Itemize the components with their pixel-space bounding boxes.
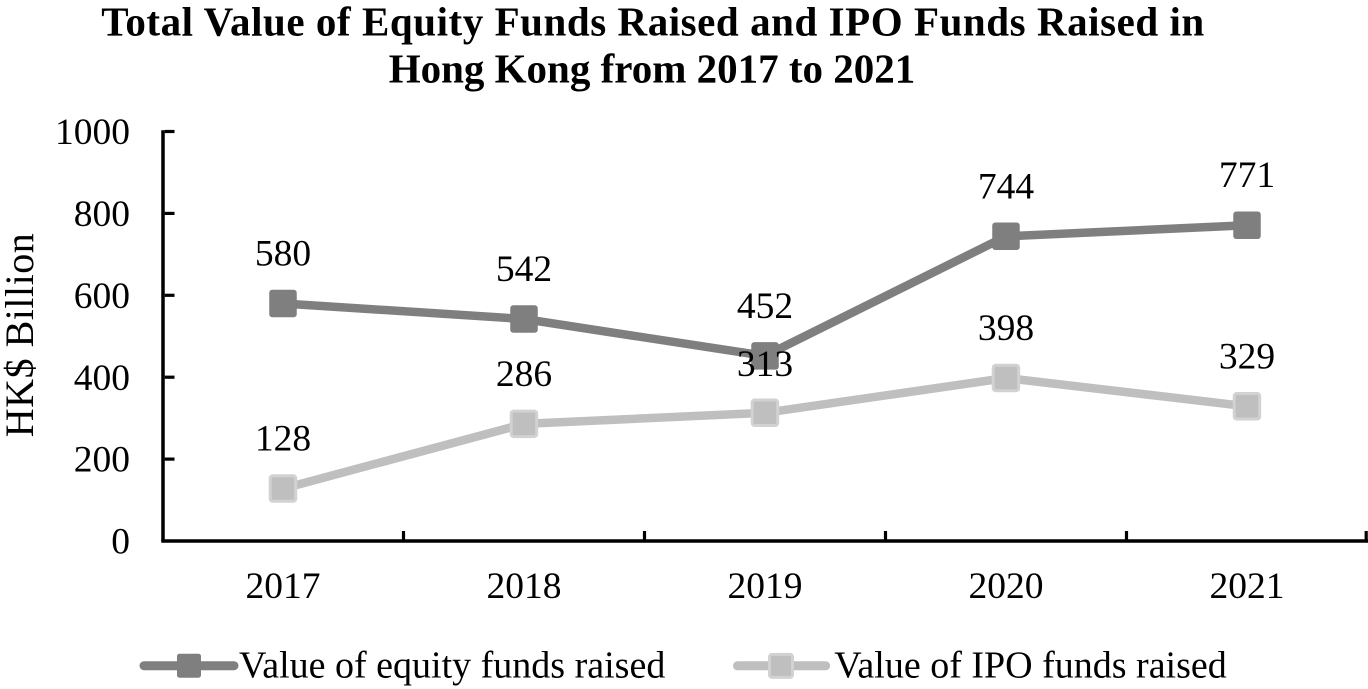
svg-text:600: 600 (74, 276, 130, 317)
svg-text:2021: 2021 (1210, 566, 1285, 607)
svg-text:400: 400 (74, 358, 130, 399)
svg-text:744: 744 (978, 166, 1035, 207)
svg-text:Value of IPO funds raised: Value of IPO funds raised (834, 644, 1227, 686)
svg-text:771: 771 (1219, 155, 1275, 196)
svg-text:Total Value of Equity Funds Ra: Total Value of Equity Funds Raised and I… (101, 0, 1205, 45)
svg-text:286: 286 (496, 354, 552, 395)
svg-text:2018: 2018 (487, 566, 562, 607)
svg-text:800: 800 (74, 194, 130, 235)
svg-text:2020: 2020 (969, 566, 1044, 607)
svg-text:542: 542 (496, 249, 552, 290)
svg-text:1000: 1000 (55, 112, 130, 153)
svg-text:580: 580 (255, 234, 311, 275)
svg-text:313: 313 (737, 344, 793, 385)
svg-text:2019: 2019 (728, 566, 803, 607)
svg-text:2017: 2017 (246, 566, 321, 607)
svg-text:Hong Kong from 2017 to 2021: Hong Kong from 2017 to 2021 (389, 46, 916, 92)
svg-text:HK$ Billion: HK$ Billion (0, 233, 42, 437)
svg-text:329: 329 (1219, 336, 1275, 377)
svg-text:200: 200 (74, 440, 130, 481)
svg-text:0: 0 (111, 522, 130, 563)
svg-text:452: 452 (737, 286, 793, 327)
svg-text:Value of equity funds raised: Value of equity funds raised (239, 644, 665, 686)
svg-text:128: 128 (255, 419, 311, 460)
svg-text:398: 398 (978, 308, 1034, 349)
